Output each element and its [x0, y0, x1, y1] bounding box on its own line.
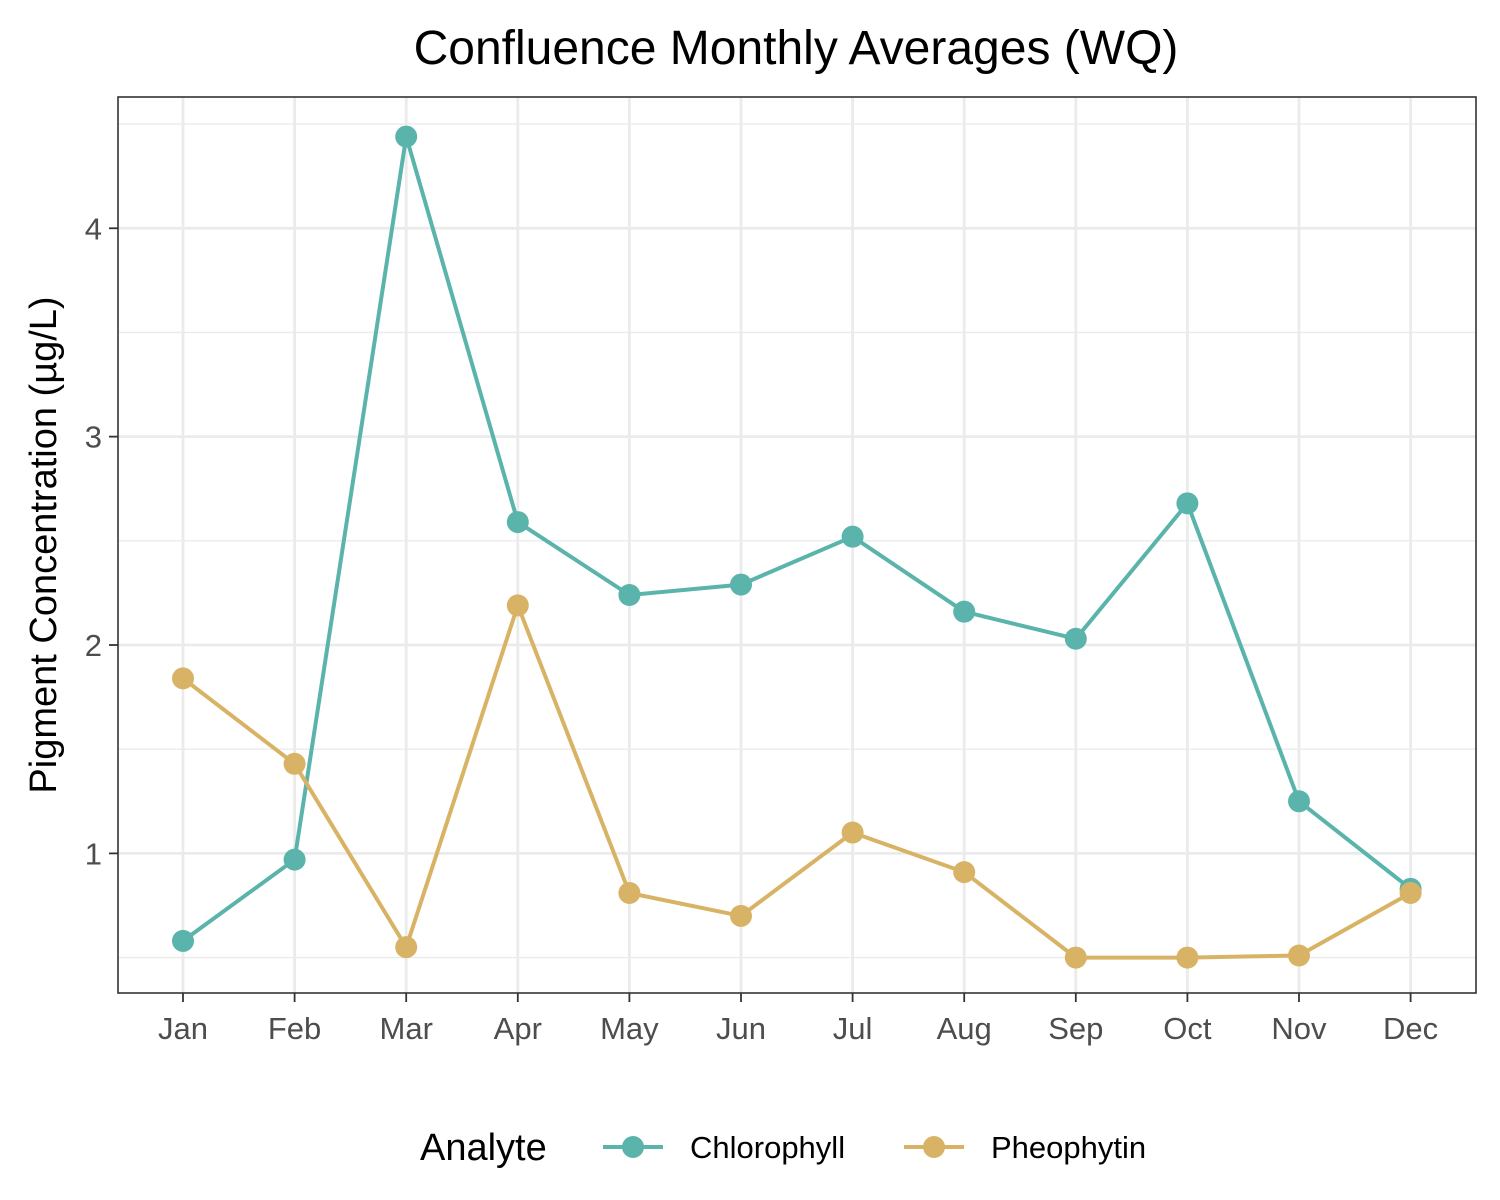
data-point-chlorophyll: [841, 525, 864, 548]
legend-label-pheophytin: Pheophytin: [991, 1130, 1146, 1165]
x-tick-label: Dec: [1383, 1011, 1438, 1046]
x-tick-label: Jan: [158, 1011, 208, 1046]
y-tick-label: 2: [85, 628, 102, 663]
data-point-pheophytin: [1399, 881, 1422, 904]
major-gridlines: [118, 97, 1476, 993]
data-point-chlorophyll: [172, 929, 194, 952]
x-tick-label: Sep: [1048, 1011, 1103, 1046]
chart-title: Confluence Monthly Averages (WQ): [414, 22, 1179, 75]
x-tick-label: Jul: [833, 1011, 873, 1046]
legend-title: Analyte: [420, 1127, 547, 1169]
data-point-chlorophyll: [1176, 492, 1199, 515]
data-point-pheophytin: [618, 881, 641, 904]
x-tick-label: Oct: [1163, 1011, 1212, 1046]
data-point-chlorophyll: [730, 573, 752, 596]
data-point-chlorophyll: [395, 125, 418, 148]
data-point-pheophytin: [283, 752, 306, 775]
series-layer: [172, 125, 1422, 969]
series-line-chlorophyll: [181, 134, 1412, 943]
y-axis-title: Pigment Concentration (µg/L): [23, 296, 65, 793]
legend: Analyte Chlorophyll Pheophytin: [420, 1127, 1146, 1169]
data-point-pheophytin: [1288, 944, 1310, 967]
legend-label-chlorophyll: Chlorophyll: [690, 1130, 845, 1165]
legend-items: Chlorophyll Pheophytin: [603, 1130, 1146, 1165]
y-tick-label: 3: [85, 420, 102, 455]
data-point-chlorophyll: [1288, 790, 1310, 813]
data-point-pheophytin: [1064, 946, 1087, 969]
data-point-chlorophyll: [506, 511, 529, 534]
y-tick-label: 1: [85, 836, 102, 871]
data-point-pheophytin: [953, 861, 976, 884]
legend-key-point-pheophytin: [923, 1136, 945, 1158]
x-tick-label: Aug: [937, 1011, 992, 1046]
x-axis: Jan Feb Mar Apr May Jun Jul Aug Sep Oct Nov Dec: [158, 993, 1438, 1046]
x-tick-label: Nov: [1271, 1011, 1327, 1046]
plot-panel-border: [117, 96, 1477, 994]
data-point-chlorophyll: [283, 848, 306, 871]
x-tick-label: Feb: [268, 1011, 321, 1046]
data-point-chlorophyll: [1064, 627, 1087, 650]
data-point-pheophytin: [506, 594, 529, 617]
data-point-chlorophyll: [618, 584, 641, 607]
y-tick-label: 4: [85, 211, 102, 246]
y-axis: 1 2 3 4: [85, 211, 118, 871]
legend-key-point-chlorophyll: [622, 1136, 644, 1158]
data-point-pheophytin: [172, 667, 194, 690]
x-tick-label: Jun: [716, 1011, 766, 1046]
data-point-pheophytin: [395, 936, 418, 959]
data-point-pheophytin: [730, 904, 752, 927]
plot-panel: [117, 96, 1477, 994]
data-point-pheophytin: [841, 821, 864, 844]
data-point-pheophytin: [1176, 946, 1199, 969]
x-tick-label: Mar: [380, 1011, 433, 1046]
data-point-chlorophyll: [953, 600, 976, 623]
x-tick-label: Apr: [494, 1011, 542, 1046]
plot-panel-background: [118, 97, 1476, 993]
x-tick-label: May: [600, 1011, 659, 1046]
series-line-pheophytin: [181, 603, 1412, 960]
